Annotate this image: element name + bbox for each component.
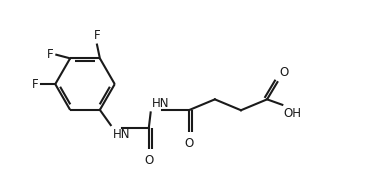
Text: HN: HN bbox=[113, 128, 130, 141]
Text: F: F bbox=[94, 29, 100, 42]
Text: O: O bbox=[144, 154, 154, 167]
Text: F: F bbox=[47, 48, 54, 61]
Text: F: F bbox=[32, 78, 39, 91]
Text: OH: OH bbox=[284, 107, 302, 120]
Text: HN: HN bbox=[152, 97, 170, 110]
Text: O: O bbox=[184, 137, 194, 150]
Text: O: O bbox=[280, 66, 289, 79]
